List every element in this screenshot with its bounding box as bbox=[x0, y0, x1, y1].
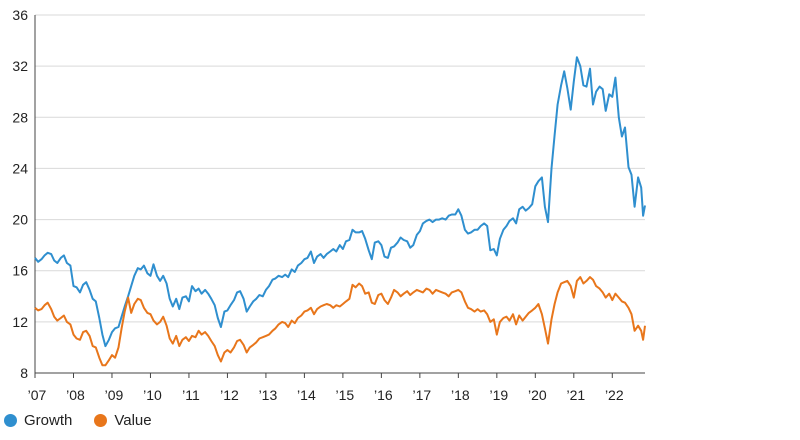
legend-item-value: Value bbox=[94, 412, 152, 429]
gridlines bbox=[35, 14, 645, 323]
legend-label-growth: Growth bbox=[24, 412, 73, 429]
x-axis: ’07 ’08 ’09 ’10 ’11 ’12 ’13 ’14 ’15 ’16 ’17 ’18 ’19 ’… bbox=[28, 15, 645, 403]
x-tick-label: ’11 bbox=[182, 387, 200, 403]
y-axis-tick-labels: 8 12 16 20 24 28 32 36 bbox=[12, 7, 28, 381]
x-tick-label: ’16 bbox=[374, 387, 393, 403]
value-swatch-icon bbox=[94, 414, 108, 427]
growth-swatch-icon bbox=[4, 414, 17, 427]
x-tick-label: ’22 bbox=[605, 387, 624, 403]
legend-label-value: Value bbox=[114, 412, 152, 429]
y-tick-label: 8 bbox=[20, 365, 28, 381]
x-tick-label: ’19 bbox=[489, 387, 508, 403]
line-chart: 8 12 16 20 24 28 32 36 ’07 ’08 ’09 ’10 ’11 ’12 ’13 ’14… bbox=[12, 7, 646, 403]
y-tick-label: 20 bbox=[12, 212, 28, 228]
x-tick-label: ’15 bbox=[336, 387, 355, 403]
x-tick-label: ’14 bbox=[297, 387, 316, 403]
y-tick-label: 36 bbox=[12, 7, 28, 23]
x-tick-label: ’13 bbox=[259, 387, 278, 403]
x-tick-label: ’18 bbox=[451, 387, 470, 403]
series-line-growth bbox=[34, 56, 646, 348]
y-tick-label: 32 bbox=[12, 58, 28, 74]
x-tick-label: ’10 bbox=[143, 387, 162, 403]
y-tick-label: 12 bbox=[12, 314, 28, 330]
y-tick-label: 24 bbox=[12, 160, 28, 176]
y-tick-label: 16 bbox=[12, 263, 28, 279]
x-tick-label: ’20 bbox=[528, 387, 547, 403]
x-tick-label: ’12 bbox=[220, 387, 239, 403]
x-tick-label: ’21 bbox=[566, 387, 585, 403]
series-lines bbox=[34, 56, 646, 367]
x-tick-label: ’09 bbox=[105, 387, 124, 403]
x-tick-label: ’08 bbox=[66, 387, 85, 403]
x-tick-label: ’17 bbox=[413, 387, 432, 403]
y-tick-label: 28 bbox=[12, 109, 28, 125]
series-line-value bbox=[34, 276, 646, 367]
legend: Growth Value bbox=[4, 412, 174, 429]
legend-item-growth: Growth bbox=[4, 412, 72, 429]
x-tick-label: ’07 bbox=[28, 387, 47, 403]
